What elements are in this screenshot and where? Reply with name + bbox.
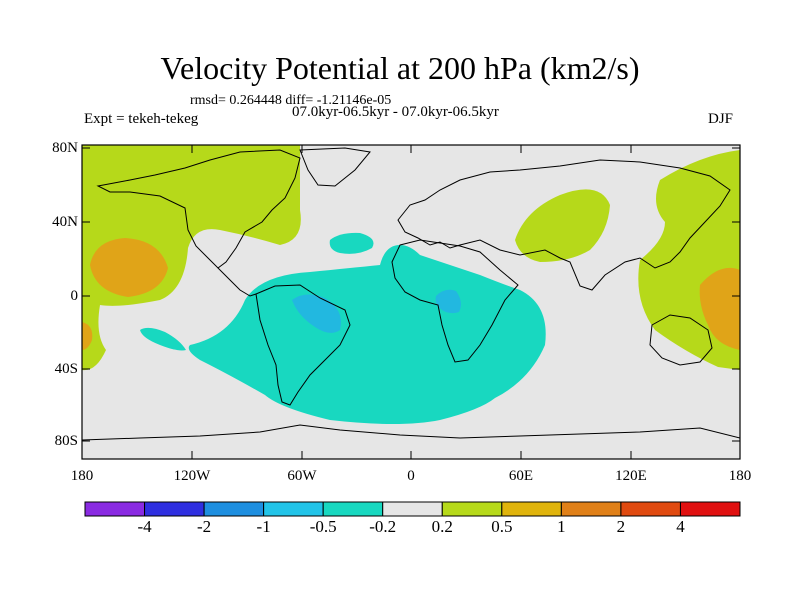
axis-ticks [82,145,740,459]
coastlines [82,147,740,441]
colorbar-box [203,501,265,517]
lat-label-40n: 40N [52,214,78,230]
positive-region-central-asia [515,189,610,262]
coastline-antarctica [82,424,740,441]
colorbar-box [263,501,324,517]
coastline-australia [649,314,713,366]
colorbar-box [441,501,503,517]
negative-region-north-atlantic [329,232,374,254]
negative-region-atlantic-africa [188,245,546,424]
colorbar-label: -0.5 [309,517,337,536]
negative-region-south-pacific [140,327,186,351]
colorbar-box [144,501,205,517]
colorbar-label: 1 [557,517,566,536]
period-label: 07.0kyr-06.5kyr - 07.0kyr-06.5kyr [292,104,499,120]
positive-region-north-pacific [82,145,301,371]
positive-core-maritime [699,267,740,350]
colorbar-label: 0.2 [431,517,453,536]
experiment-label: Expt = tekeh-tekeg [84,111,199,127]
lat-label-40s: 40S [54,361,78,377]
colorbar-label: -2 [196,517,212,536]
colorbar-label: 0.5 [491,517,513,536]
colorbar-label: -0.2 [369,517,397,536]
coastline-central-america [217,267,257,297]
negative-core-central-africa [435,289,461,314]
colorbar-box [679,501,741,517]
coastline-africa [391,239,519,363]
lon-label-0: 0 [407,468,415,484]
lon-label-120e: 120E [615,468,647,484]
colorbar-box [620,501,681,517]
positive-core-pacific-edge [82,322,93,350]
lat-label-80s: 80S [54,433,78,449]
lon-label-60w: 60W [287,468,317,484]
negative-core-amazon [292,294,341,333]
positive-core-central-pacific [90,238,168,297]
lon-label-60e: 60E [508,468,534,484]
lon-label-180-west: 180 [70,468,94,484]
colorbar-label: 4 [676,517,685,536]
colorbar [84,501,741,517]
coastline-north-america [96,149,301,269]
colorbar-label: -4 [137,517,152,536]
coastline-greenland [299,147,371,187]
colorbar-box [560,501,622,517]
chart-title: Velocity Potential at 200 hPa (km2/s) [160,50,640,86]
lat-label-0: 0 [70,288,79,304]
lat-label-80n: 80N [52,140,78,156]
coastline-south-america [255,284,351,406]
lon-label-180-east: 180 [728,468,752,484]
coastline-europe-asia [397,159,731,291]
colorbar-box [382,501,443,517]
stats-line: rmsd= 0.264448 diff= -1.21146e-05 [190,93,392,108]
lon-label-120w: 120W [173,468,211,484]
colorbar-box [84,501,146,517]
colorbar-label: 2 [616,517,626,536]
colorbar-label: -1 [256,517,271,536]
colorbar-box [501,501,562,517]
season-label: DJF [708,111,734,127]
colorbar-box [322,501,384,517]
